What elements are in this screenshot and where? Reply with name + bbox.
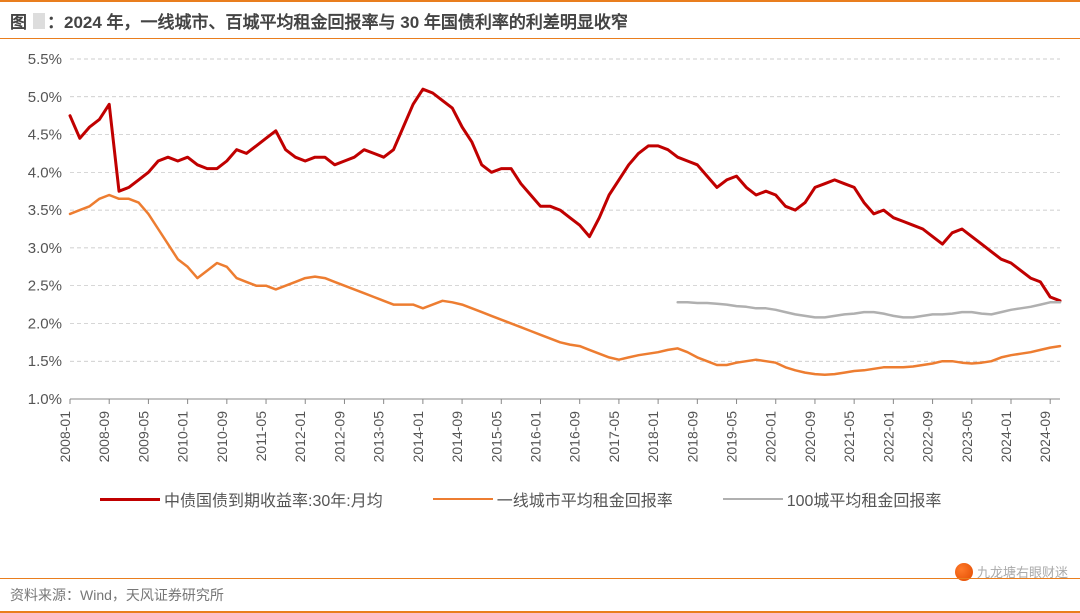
x-tick-label: 2015-05 [488,411,504,463]
legend-swatch [100,498,160,501]
y-tick-label: 5.5% [28,51,62,68]
x-tick-label: 2020-09 [802,411,818,463]
x-tick-label: 2008-01 [57,411,73,463]
x-tick-label: 2012-01 [292,411,308,463]
x-tick-label: 2017-05 [606,411,622,463]
x-tick-label: 2024-01 [998,411,1014,463]
y-tick-label: 3.0% [28,240,62,257]
chart-area: 1.0% 1.5% 2.0% 2.5% 3.0% 3.5% 4.0% 4.5% 5.0% 5.5%… [10,49,1070,549]
legend-item: 中债国债到期收益率:30年:月均 [100,487,383,511]
y-tick-label: 4.5% [28,127,62,144]
legend-item: 一线城市平均租金回报率 [433,487,673,511]
y-tick-label: 1.5% [28,353,62,370]
x-tick-label: 2021-05 [841,411,857,463]
x-tick-label: 2008-09 [96,411,112,463]
y-tick-label: 3.5% [28,202,62,219]
legend-label: 100城平均租金回报率 [787,487,942,511]
x-tick-label: 2022-09 [920,411,936,463]
x-tick-label: 2018-01 [645,411,661,463]
x-tick-label: 2020-01 [763,411,779,463]
x-tick-label: 2014-09 [449,411,465,463]
figure-number-icon [33,13,45,29]
x-tick-label: 2013-05 [371,411,387,463]
x-tick-label: 2022-01 [880,411,896,463]
x-tick-label: 2010-01 [175,411,191,463]
x-tick-label: 2012-09 [331,411,347,463]
title-prefix: 图 [10,8,27,33]
x-tick-label: 2024-09 [1037,411,1053,463]
legend-swatch [433,498,493,501]
series-line [70,195,1060,375]
legend-label: 中债国债到期收益率:30年:月均 [164,487,383,511]
x-tick-label: 2019-05 [724,411,740,463]
footer-source: 资料来源：Wind，天风证券研究所 [0,578,1080,613]
x-tick-label: 2010-09 [214,411,230,463]
x-tick-label: 2016-09 [567,411,583,463]
x-tick-label: 2011-05 [253,411,269,462]
series-line [678,302,1060,317]
legend-swatch [723,498,783,501]
series-line [70,89,1060,301]
y-tick-label: 4.0% [28,164,62,181]
x-tick-label: 2018-09 [684,411,700,463]
x-tick-label: 2023-05 [959,411,975,463]
legend-label: 一线城市平均租金回报率 [497,487,673,511]
legend-item: 100城平均租金回报率 [723,487,942,511]
footer-text: 资料来源：Wind，天风证券研究所 [10,587,224,603]
y-tick-label: 2.5% [28,278,62,295]
line-chart: 1.0% 1.5% 2.0% 2.5% 3.0% 3.5% 4.0% 4.5% 5.0% 5.5%… [10,49,1070,489]
y-tick-label: 1.0% [28,391,62,408]
chart-title-bar: 图 ：2024 年，一线城市、百城平均租金回报率与 30 年国债利率的利差明显收… [0,0,1080,39]
y-tick-label: 2.0% [28,315,62,332]
x-tick-label: 2014-01 [410,411,426,463]
x-tick-label: 2009-05 [135,411,151,463]
legend: 中债国债到期收益率:30年:月均 一线城市平均租金回报率 100城平均租金回报率 [10,487,1070,511]
y-tick-label: 5.0% [28,89,62,106]
title-text: ：2024 年，一线城市、百城平均租金回报率与 30 年国债利率的利差明显收窄 [47,8,628,33]
x-tick-label: 2016-01 [527,411,543,463]
